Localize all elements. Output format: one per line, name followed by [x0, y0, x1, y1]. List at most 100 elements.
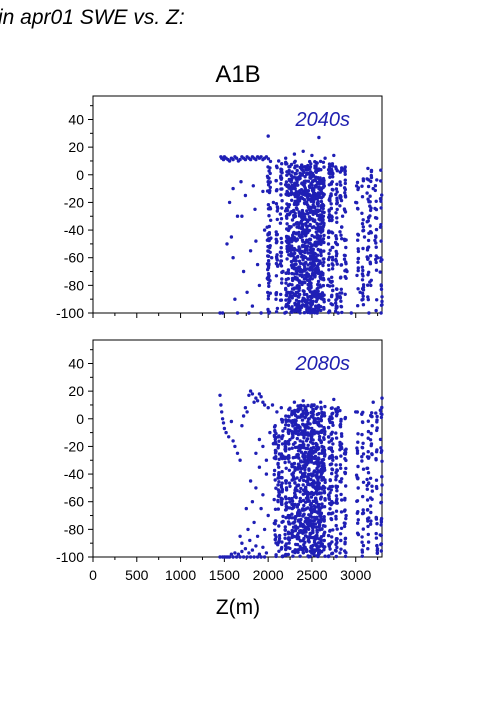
scatter-point: [380, 483, 384, 487]
scatter-point: [355, 180, 360, 185]
scatter-point: [286, 537, 290, 541]
scatter-point: [299, 486, 303, 491]
scatter-point: [297, 293, 301, 298]
scatter-point: [329, 172, 334, 176]
scatter-point: [360, 550, 365, 554]
scatter-point: [287, 447, 291, 451]
scatter-point: [308, 456, 312, 460]
scatter-point: [319, 407, 323, 411]
scatter-point: [360, 540, 364, 544]
scatter-point: [326, 487, 331, 491]
scatter-point: [316, 481, 321, 485]
scatter-point: [292, 160, 297, 165]
scatter-point: [316, 446, 321, 450]
scatter-point: [315, 265, 320, 269]
scatter-point: [342, 524, 347, 529]
scatter-point: [279, 475, 284, 480]
scatter-point: [303, 212, 307, 216]
scatter-point: [312, 403, 316, 408]
scatter-point: [339, 454, 343, 458]
scatter-point: [284, 497, 288, 501]
scatter-point: [292, 255, 296, 260]
scatter-point: [334, 431, 338, 435]
scatter-point: [280, 500, 284, 504]
scatter-point: [309, 495, 314, 499]
scatter-point: [287, 522, 291, 526]
scatter-point: [360, 265, 365, 269]
scatter-point: [322, 307, 326, 311]
scatter-point: [329, 488, 333, 492]
scatter-point: [279, 483, 283, 487]
scatter-point: [330, 215, 334, 219]
scatter-point: [275, 306, 280, 311]
scatter-point: [326, 554, 331, 559]
scatter-point: [279, 236, 283, 241]
scatter-point: [269, 218, 273, 222]
scatter-point: [331, 501, 335, 505]
scatter-point: [287, 407, 291, 412]
scatter-point: [266, 307, 270, 312]
scatter-point: [379, 283, 383, 287]
scatter-point: [371, 400, 375, 404]
scatter-point: [289, 180, 293, 184]
scatter-point: [266, 183, 271, 187]
scatter-point: [286, 552, 290, 557]
scatter-point: [370, 484, 374, 488]
scatter-point: [340, 310, 344, 315]
scatter-point: [273, 478, 277, 482]
scatter-point: [355, 201, 359, 205]
scatter-point: [369, 519, 373, 523]
scatter-point: [302, 170, 306, 174]
scatter-point: [290, 218, 295, 222]
scatter-point: [314, 230, 318, 234]
scatter-point: [321, 271, 325, 276]
scatter-point: [287, 212, 291, 217]
scatter-point: [335, 262, 339, 266]
scatter-point: [280, 199, 284, 203]
scatter-point: [301, 149, 305, 153]
scatter-point: [334, 414, 339, 418]
scatter-point: [374, 536, 379, 540]
scatter-point: [254, 486, 258, 490]
scatter-point: [368, 260, 372, 264]
scatter-point: [307, 228, 312, 233]
scatter-point: [317, 434, 322, 439]
scatter-point: [329, 206, 333, 210]
scatter-point: [322, 414, 327, 418]
scatter-point: [306, 163, 310, 168]
scatter-point: [360, 511, 365, 516]
scatter-point: [339, 263, 343, 267]
scatter-point: [305, 302, 309, 306]
scatter-point: [314, 491, 318, 495]
scatter-point: [240, 214, 244, 218]
scatter-point: [326, 493, 331, 497]
scatter-point: [380, 258, 384, 262]
scatter-point: [297, 230, 301, 235]
scatter-point: [289, 254, 293, 258]
scatter-point: [312, 553, 316, 557]
scatter-point: [273, 448, 278, 453]
scatter-point: [306, 179, 311, 183]
scatter-point: [266, 294, 271, 298]
y-tick-label: 0: [76, 167, 84, 183]
scatter-point: [336, 311, 340, 315]
scatter-point: [280, 187, 284, 191]
scatter-point: [316, 279, 321, 284]
scatter-point: [361, 297, 365, 301]
scatter-point: [370, 424, 374, 428]
scatter-point: [316, 462, 320, 467]
scatter-point: [306, 403, 310, 408]
scatter-point: [356, 510, 360, 514]
scatter-point: [365, 466, 370, 470]
scatter-point: [267, 214, 271, 218]
scatter-point: [280, 270, 284, 275]
scatter-point: [255, 534, 260, 538]
scatter-point: [280, 240, 284, 245]
scatter-point: [298, 448, 302, 452]
scatter-point: [276, 462, 280, 466]
scatter-point: [343, 194, 348, 198]
scatter-point: [299, 499, 303, 504]
scatter-point: [380, 299, 384, 304]
scatter-point: [275, 217, 279, 222]
scatter-point: [327, 165, 332, 169]
